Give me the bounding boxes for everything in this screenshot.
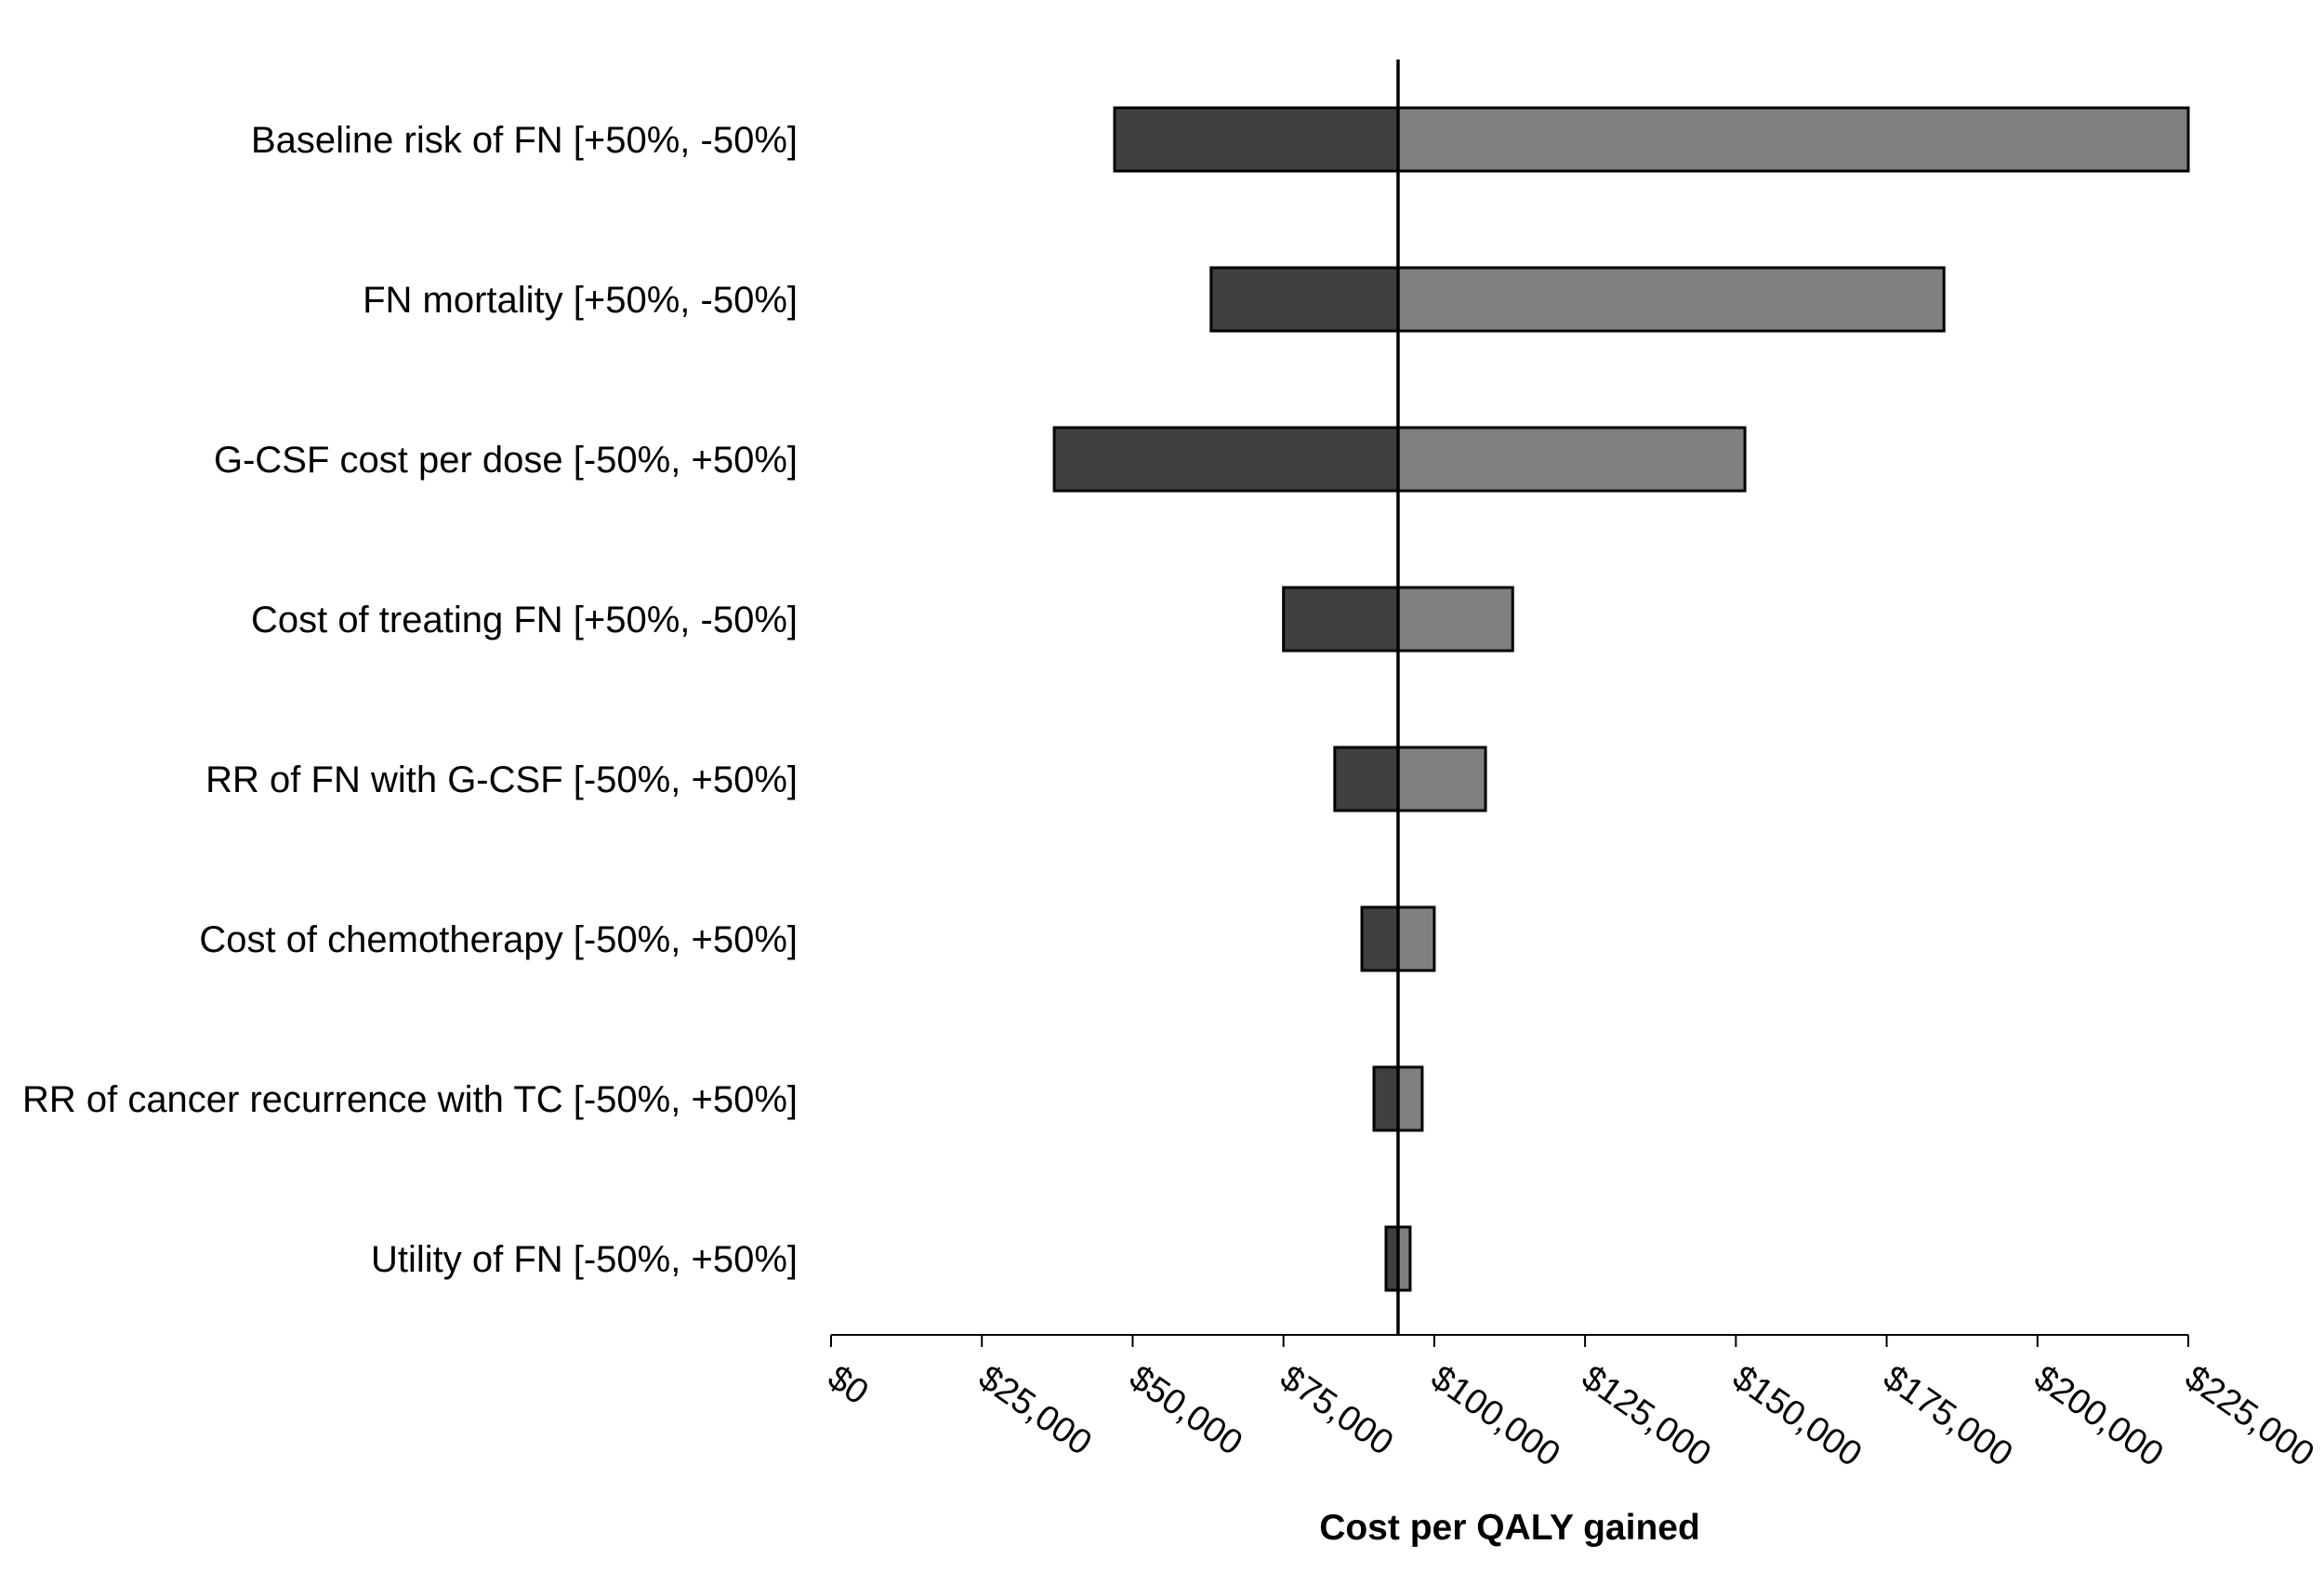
bar-low-6	[1360, 905, 1400, 972]
category-label: FN mortality [+50%, -50%]	[363, 280, 798, 321]
bar-high-2	[1396, 266, 1946, 333]
x-tick-label: $0	[821, 1358, 876, 1413]
x-axis-ticks: $0 $25,000 $50,000 $75,000 $100,000 $125,000 $…	[821, 1335, 2321, 1474]
x-tick-label: $50,000	[1122, 1358, 1249, 1463]
x-axis-title: Cost per QALY gained	[1319, 1508, 1700, 1548]
x-tick-label: $225,000	[2178, 1358, 2321, 1474]
category-label: Cost of chemotherapy [-50%, +50%]	[199, 919, 798, 960]
x-tick-label: $100,000	[1424, 1358, 1567, 1474]
category-label: Utility of FN [-50%, +50%]	[371, 1239, 798, 1280]
bar-high-3	[1396, 426, 1747, 493]
bar-low-4	[1282, 586, 1400, 653]
bar-low-2	[1209, 266, 1400, 333]
bar-high-7	[1396, 1065, 1424, 1132]
x-tick-label: $150,000	[1725, 1358, 1868, 1474]
bar-high-5	[1396, 746, 1487, 812]
x-tick-label: $75,000	[1274, 1358, 1401, 1463]
bar-low-1	[1113, 106, 1400, 173]
bars-group	[1052, 106, 2190, 1292]
bar-low-8	[1384, 1225, 1400, 1292]
category-labels: Baseline risk of FN [+50%, -50%] FN morta…	[22, 120, 798, 1280]
x-tick-label: $125,000	[1575, 1358, 1718, 1474]
bar-low-7	[1372, 1065, 1400, 1132]
x-tick-label: $175,000	[1876, 1358, 2019, 1474]
bar-high-4	[1396, 586, 1514, 653]
x-tick-label: $25,000	[971, 1358, 1099, 1463]
category-label: RR of cancer recurrence with TC [-50%, +…	[22, 1079, 798, 1120]
bar-low-3	[1052, 426, 1400, 493]
bar-high-1	[1396, 106, 2190, 173]
bar-high-6	[1396, 905, 1436, 972]
category-label: Baseline risk of FN [+50%, -50%]	[251, 120, 798, 161]
x-tick-label: $200,000	[2027, 1358, 2171, 1474]
bar-low-5	[1333, 746, 1400, 812]
category-label: RR of FN with G-CSF [-50%, +50%]	[205, 759, 798, 800]
category-label: G-CSF cost per dose [-50%, +50%]	[214, 440, 798, 481]
category-label: Cost of treating FN [+50%, -50%]	[251, 600, 798, 640]
bar-high-8	[1396, 1225, 1412, 1292]
